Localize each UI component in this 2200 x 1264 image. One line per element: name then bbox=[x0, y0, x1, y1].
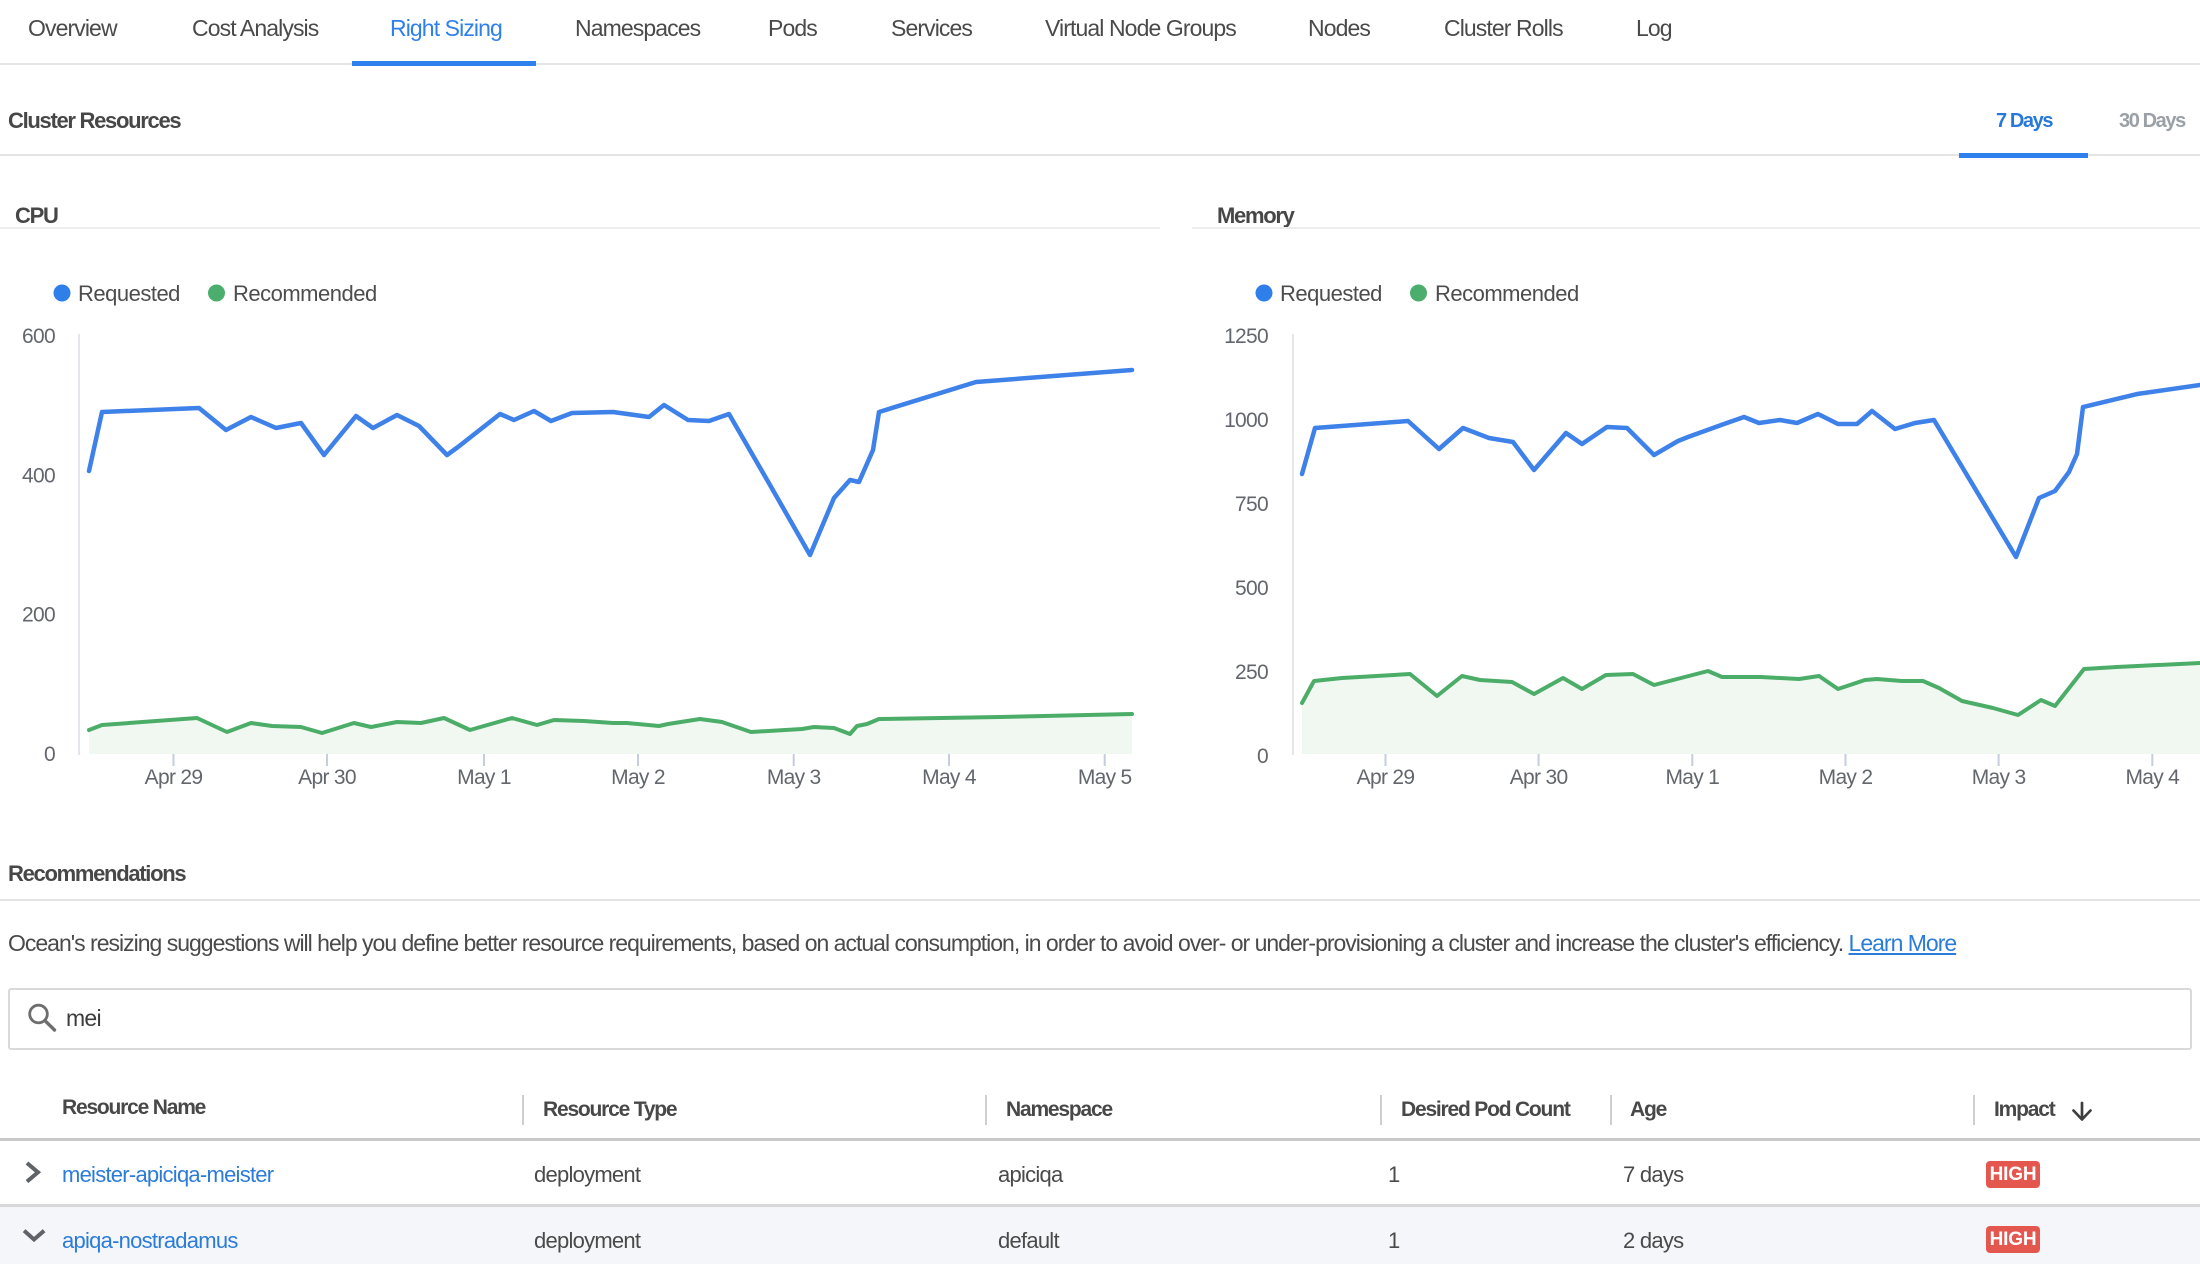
svg-text:0: 0 bbox=[1257, 745, 1268, 768]
svg-text:Apr 29: Apr 29 bbox=[145, 766, 203, 789]
svg-text:Recommended: Recommended bbox=[1435, 281, 1579, 306]
svg-text:May 5: May 5 bbox=[1078, 766, 1132, 789]
svg-text:1000: 1000 bbox=[1224, 409, 1268, 432]
svg-text:Apr 30: Apr 30 bbox=[1510, 766, 1568, 789]
svg-text:400: 400 bbox=[22, 464, 55, 487]
svg-text:Requested: Requested bbox=[1280, 281, 1382, 306]
svg-text:May 1: May 1 bbox=[457, 766, 511, 789]
svg-text:Apr 29: Apr 29 bbox=[1357, 766, 1415, 789]
svg-text:May 4: May 4 bbox=[922, 766, 977, 789]
svg-text:Requested: Requested bbox=[78, 281, 180, 306]
svg-text:0: 0 bbox=[44, 743, 55, 766]
svg-text:May 2: May 2 bbox=[1819, 766, 1873, 789]
svg-text:May 3: May 3 bbox=[767, 766, 821, 789]
svg-text:1250: 1250 bbox=[1224, 325, 1268, 348]
svg-text:May 1: May 1 bbox=[1665, 766, 1719, 789]
svg-text:Apr 30: Apr 30 bbox=[298, 766, 356, 789]
svg-text:750: 750 bbox=[1235, 493, 1268, 516]
svg-text:250: 250 bbox=[1235, 661, 1268, 684]
svg-text:200: 200 bbox=[22, 604, 55, 627]
svg-text:May 3: May 3 bbox=[1972, 766, 2026, 789]
svg-text:May 2: May 2 bbox=[611, 766, 665, 789]
svg-text:Recommended: Recommended bbox=[233, 281, 377, 306]
svg-text:May 4: May 4 bbox=[2125, 766, 2180, 789]
svg-text:500: 500 bbox=[1235, 577, 1268, 600]
svg-text:600: 600 bbox=[22, 325, 55, 348]
